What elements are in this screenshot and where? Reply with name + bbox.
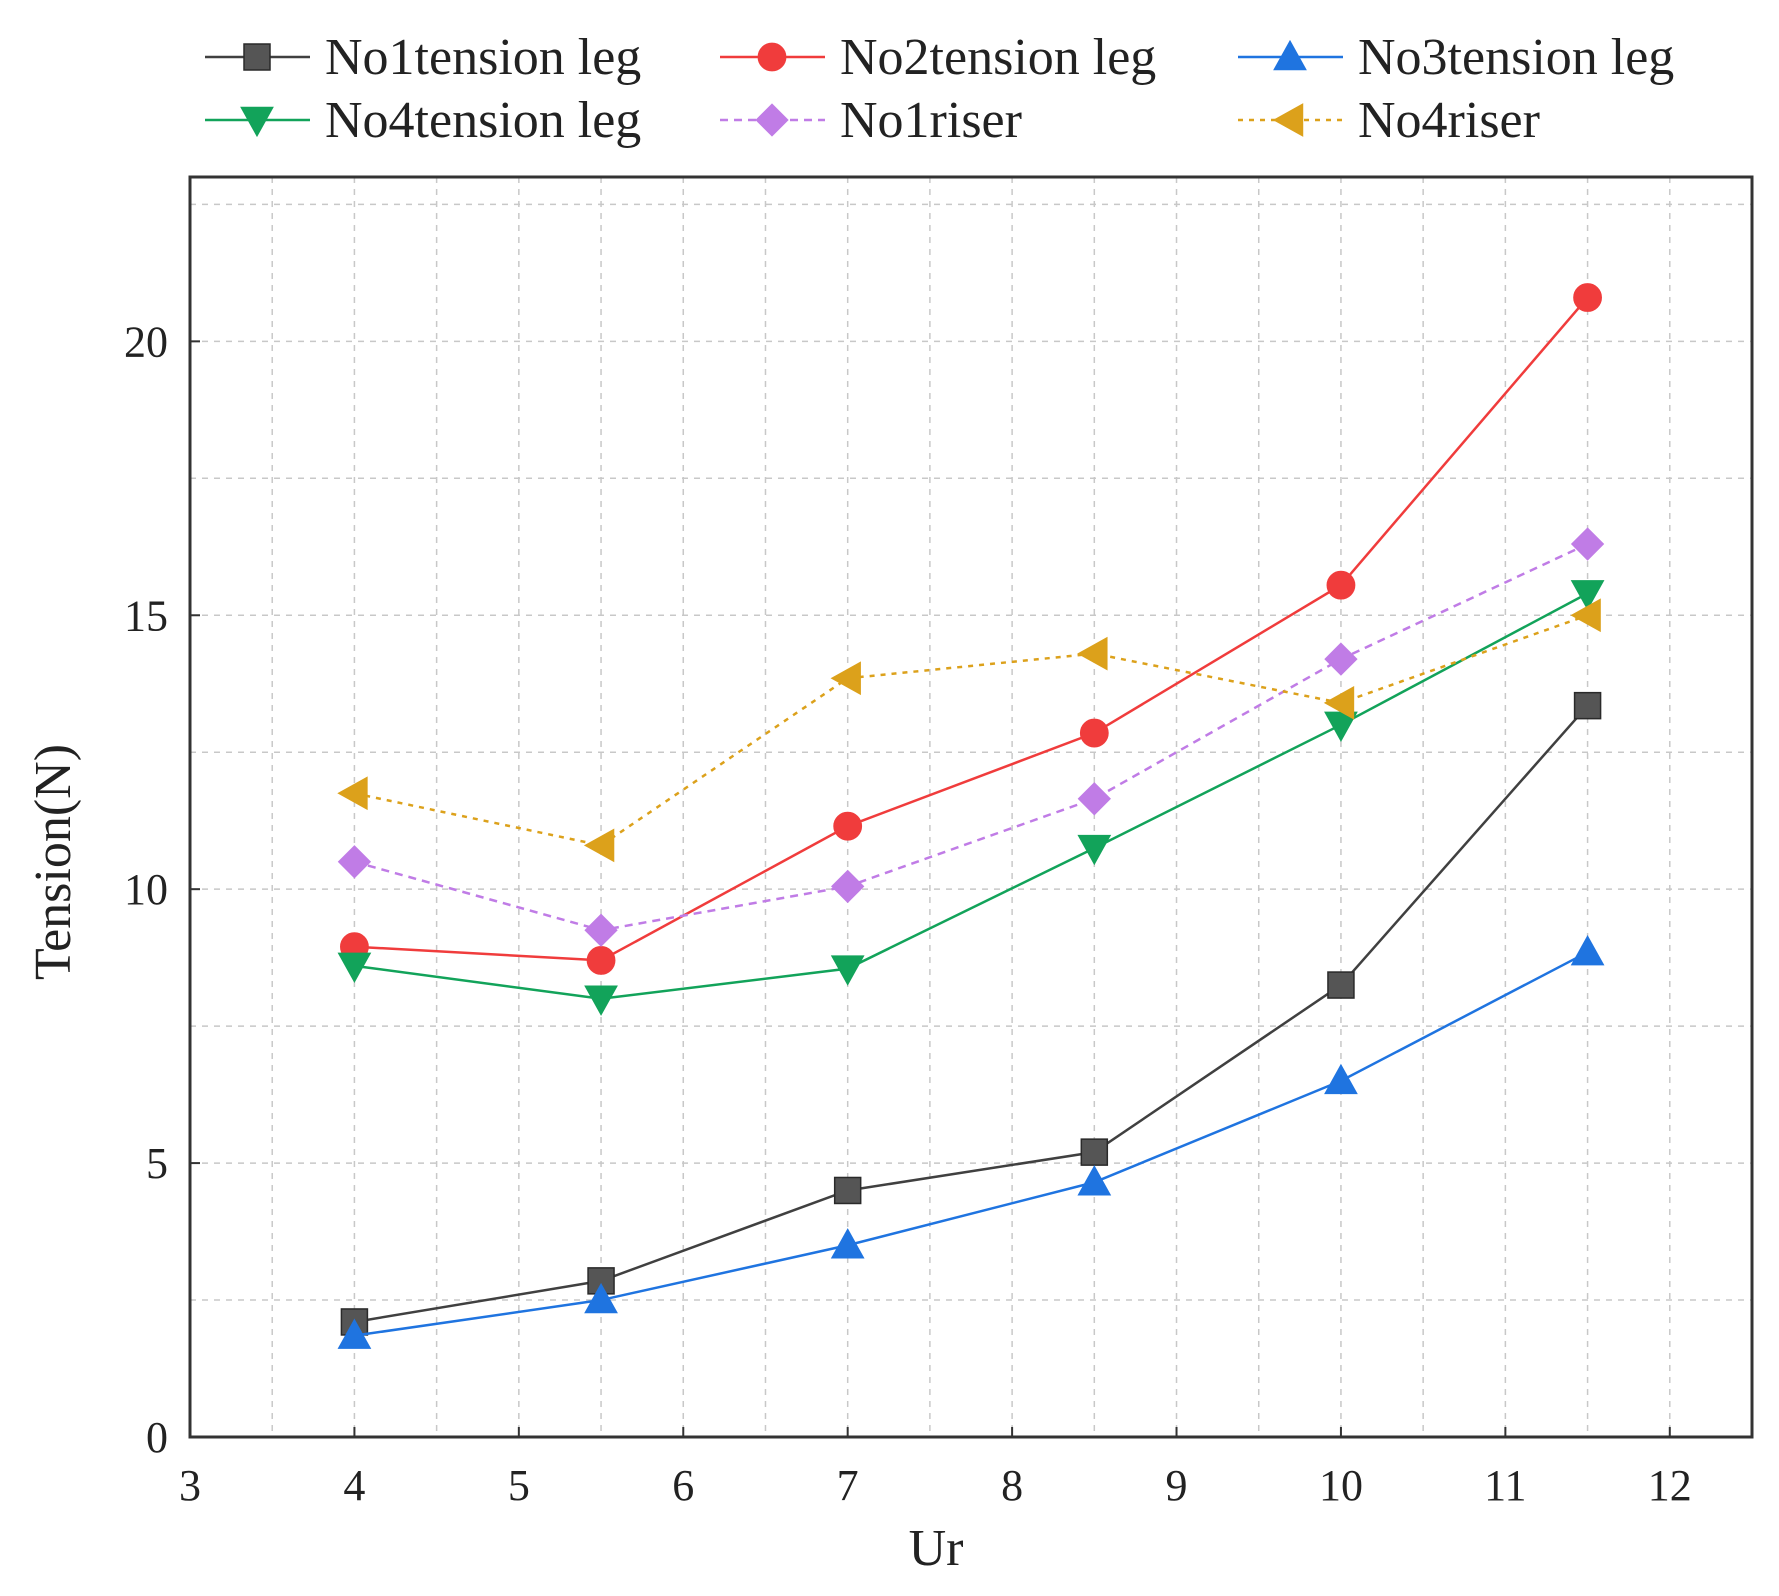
data-point xyxy=(1077,1165,1112,1196)
legend-label: No3tension leg xyxy=(1358,29,1674,86)
legend-marker xyxy=(243,43,271,71)
data-point xyxy=(587,1267,615,1295)
data-point xyxy=(337,1318,372,1349)
series-line xyxy=(354,951,1589,1337)
legend-item: No2tension leg xyxy=(720,29,1156,86)
data-point xyxy=(833,1176,862,1205)
x-tick-label: 4 xyxy=(343,1461,365,1510)
y-tick-label: 5 xyxy=(146,1139,168,1188)
y-tick-label: 0 xyxy=(146,1413,168,1462)
data-point xyxy=(584,1282,618,1314)
data-point xyxy=(586,945,616,975)
series-no2tension-leg xyxy=(340,283,1602,975)
x-tick-label: 6 xyxy=(672,1461,694,1510)
y-tick-label: 10 xyxy=(124,865,168,914)
data-point xyxy=(1079,718,1109,748)
y-tick-label: 20 xyxy=(124,317,168,366)
data-point xyxy=(337,776,368,811)
data-point xyxy=(830,661,861,696)
x-tick-label: 11 xyxy=(1484,1461,1526,1510)
legend-label: No4riser xyxy=(1358,92,1540,149)
data-point xyxy=(830,955,865,986)
x-tick-label: 8 xyxy=(1001,1461,1023,1510)
data-point xyxy=(831,869,865,904)
legend-item: No1riser xyxy=(720,92,1022,149)
series-line xyxy=(354,592,1589,1000)
data-point xyxy=(584,913,618,947)
legend-label: No2tension leg xyxy=(840,29,1156,86)
data-point xyxy=(1077,782,1111,816)
legend-marker xyxy=(1272,103,1304,137)
data-point xyxy=(1570,935,1605,966)
data-point xyxy=(1077,636,1108,671)
data-point xyxy=(1324,642,1358,676)
legend-item: No3tension leg xyxy=(1238,29,1674,86)
series-line xyxy=(354,704,1589,1324)
data-point xyxy=(337,845,372,879)
plot-frame xyxy=(188,175,1754,1439)
data-point xyxy=(833,811,863,841)
data-point xyxy=(1573,691,1602,720)
legend: No1tension leg No2tension leg No3tension l… xyxy=(205,29,1674,149)
legend-item: No4tension leg xyxy=(205,92,641,149)
data-point xyxy=(1080,1138,1109,1166)
data-point xyxy=(1323,686,1355,720)
legend-marker xyxy=(757,42,787,72)
series-no1tension-leg xyxy=(340,691,1602,1336)
legend-label: No1riser xyxy=(840,92,1022,149)
data-point xyxy=(830,1228,865,1259)
x-tick-label: 12 xyxy=(1648,1461,1692,1510)
legend-item: No4riser xyxy=(1238,92,1540,149)
y-axis-title: Tension(N) xyxy=(25,744,82,980)
data-point xyxy=(1570,598,1601,633)
series-layer xyxy=(337,283,1605,1349)
x-axis-title: Ur xyxy=(909,1520,964,1577)
series-line xyxy=(354,614,1588,847)
series-no4riser xyxy=(337,598,1601,863)
data-point xyxy=(337,952,372,984)
y-tick-label: 15 xyxy=(124,591,168,640)
series-line xyxy=(354,542,1589,932)
data-point xyxy=(584,985,618,1016)
data-point xyxy=(1326,570,1356,600)
series-line xyxy=(354,296,1589,962)
y-axis-ticks: 0 5 10 15 20 xyxy=(124,317,200,1462)
data-point xyxy=(1077,834,1112,866)
x-tick-label: 7 xyxy=(837,1461,859,1510)
legend-label: No4tension leg xyxy=(325,92,641,149)
series-no1riser xyxy=(337,527,1605,947)
legend-label: No1tension leg xyxy=(325,29,641,86)
data-point xyxy=(1327,971,1355,999)
x-tick-label: 5 xyxy=(508,1461,530,1510)
legend-item: No1tension leg xyxy=(205,29,641,86)
legend-marker xyxy=(1273,39,1307,71)
legend-marker xyxy=(240,106,274,138)
grid xyxy=(190,177,1753,1437)
data-point xyxy=(583,828,615,863)
series-no3tension-leg xyxy=(337,935,1605,1349)
data-point xyxy=(1573,283,1602,312)
data-point xyxy=(1570,580,1605,611)
x-tick-label: 10 xyxy=(1319,1461,1363,1510)
x-axis-ticks: 3 4 5 6 7 8 9 10 11 12 xyxy=(179,1427,1692,1510)
legend-marker xyxy=(755,103,789,137)
data-point xyxy=(1570,527,1605,561)
data-point xyxy=(1324,1063,1358,1095)
series-no4tension-leg xyxy=(337,580,1605,1016)
x-tick-label: 9 xyxy=(1166,1461,1188,1510)
x-tick-label: 3 xyxy=(179,1461,201,1510)
